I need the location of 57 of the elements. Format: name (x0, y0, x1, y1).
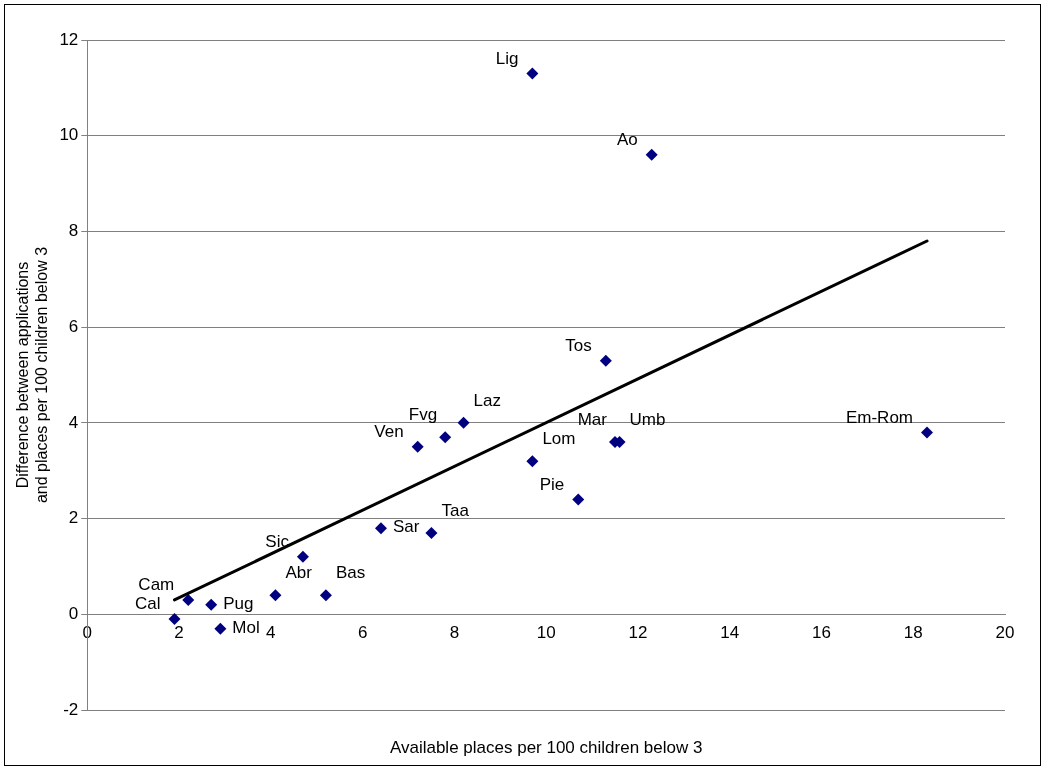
annotation: Tos (565, 335, 592, 355)
point (319, 589, 332, 602)
point (168, 613, 181, 626)
point (205, 598, 218, 611)
y-tick-label: 8 (68, 221, 79, 241)
annotation: Lig (495, 48, 519, 68)
annotation: Mol (232, 617, 260, 637)
x-tick-label: 8 (449, 623, 460, 643)
x-tick-label: 4 (266, 623, 276, 643)
annotation: Ao (616, 130, 638, 150)
x-tick-label: 2 (174, 623, 184, 643)
y-axis-title: Difference between applications and places per 100 children below 3 (14, 246, 51, 504)
x-tick-label: 10 (536, 623, 556, 643)
annotation: Ven (374, 421, 404, 441)
annotation: Cal (134, 594, 161, 614)
x-tick-label: 6 (357, 623, 368, 643)
point (645, 148, 658, 161)
y-tick-label: 0 (68, 603, 79, 623)
annotation: Lom (542, 429, 576, 449)
annotation: Sar (392, 517, 420, 537)
point (425, 526, 438, 539)
x-tick-label: 14 (720, 623, 740, 643)
y-tick-label: 2 (68, 508, 79, 528)
point (214, 622, 227, 635)
annotation: Fvg (408, 405, 438, 425)
point (921, 426, 933, 439)
point (526, 67, 539, 80)
x-tick-label: 18 (903, 623, 923, 643)
point (182, 593, 195, 606)
annotation: Mar (577, 410, 608, 430)
point (296, 550, 309, 563)
point (457, 416, 470, 429)
annotation: Cam (138, 575, 175, 595)
y-tick-label: 10 (59, 125, 79, 145)
point (269, 589, 282, 602)
annotation: Pie (539, 474, 565, 494)
annotation: Taa (441, 501, 470, 521)
annotation: Bas (335, 563, 366, 583)
point (526, 455, 539, 468)
point (411, 440, 424, 453)
x-axis-title: Available places per 100 children below 3 (389, 737, 703, 757)
x-tick-label: 20 (995, 623, 1015, 643)
annotation: Umb (629, 410, 666, 430)
y-tick-label: -2 (63, 699, 79, 719)
point (374, 522, 387, 535)
point (599, 354, 612, 367)
y-tick-label: 6 (68, 316, 79, 336)
annotation: Abr (285, 563, 313, 583)
y-tick-label: 12 (59, 29, 79, 49)
annotation: Em-Rom (845, 407, 914, 427)
annotation: Pug (223, 593, 254, 613)
point (572, 493, 585, 506)
y-tick-label: 4 (68, 412, 79, 432)
x-tick-label: 12 (628, 623, 648, 643)
x-tick-label: 16 (812, 623, 831, 643)
annotation: Laz (473, 391, 501, 411)
point (439, 431, 452, 444)
